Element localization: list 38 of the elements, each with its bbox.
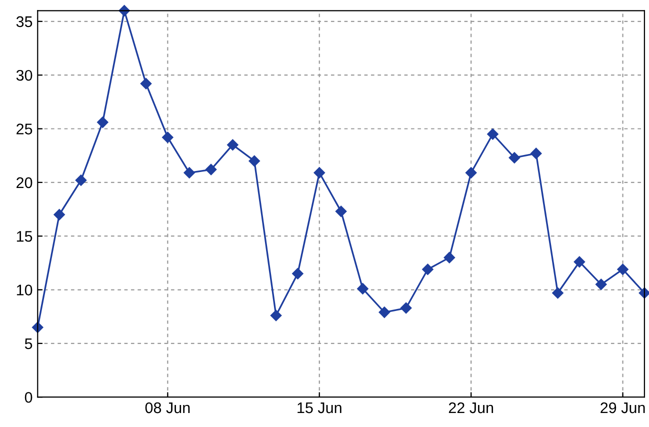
point bbox=[292, 268, 304, 280]
y-tick-label: 10 bbox=[16, 284, 32, 296]
point bbox=[270, 310, 282, 322]
point bbox=[248, 155, 260, 167]
y-tick-label: 0 bbox=[24, 392, 32, 403]
point bbox=[378, 306, 390, 318]
x-tick-label: 15 Jun bbox=[298, 402, 342, 414]
point bbox=[54, 209, 65, 220]
point bbox=[465, 167, 477, 178]
y-tick-label: 25 bbox=[16, 124, 32, 134]
point bbox=[422, 264, 434, 275]
point bbox=[552, 287, 564, 299]
point bbox=[530, 148, 542, 160]
point bbox=[97, 116, 108, 128]
point bbox=[574, 256, 586, 268]
point bbox=[335, 206, 347, 218]
point bbox=[314, 167, 325, 178]
x-tick-label: 29 Jun bbox=[600, 402, 645, 414]
y-tick-label: 35 bbox=[16, 16, 32, 28]
point bbox=[227, 139, 238, 150]
point bbox=[184, 167, 195, 178]
point bbox=[357, 283, 368, 294]
point bbox=[162, 132, 174, 143]
x-tick-label: 22 Jun bbox=[448, 402, 494, 414]
point bbox=[400, 302, 412, 314]
point bbox=[205, 164, 217, 176]
point bbox=[487, 128, 498, 140]
point bbox=[596, 278, 607, 290]
point bbox=[140, 78, 152, 90]
point bbox=[75, 174, 87, 186]
point bbox=[617, 264, 628, 275]
x-tick-label: 08 Jun bbox=[145, 402, 190, 414]
y-tick-label: 5 bbox=[24, 338, 32, 350]
point bbox=[508, 152, 520, 164]
point bbox=[444, 252, 456, 264]
y-tick-label: 30 bbox=[16, 70, 32, 81]
y-tick-label: 20 bbox=[16, 177, 32, 188]
y-tick-label: 15 bbox=[16, 231, 32, 242]
